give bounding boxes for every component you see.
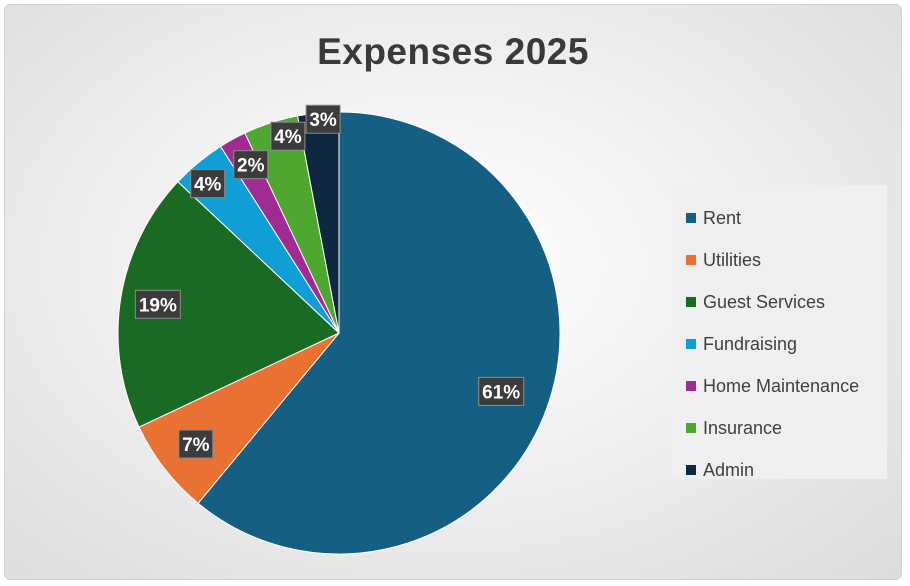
pie-slice-guest-services <box>117 181 340 428</box>
data-label-admin: 3% <box>305 104 341 134</box>
legend-swatch <box>686 423 696 433</box>
svg-text:61%: 61% <box>482 382 520 403</box>
legend-item-insurance: Insurance <box>672 407 887 449</box>
legend-label: Admin <box>703 459 755 480</box>
legend-label: Rent <box>703 207 742 228</box>
data-label-insurance: 4% <box>270 121 306 151</box>
legend-swatch <box>686 465 696 475</box>
legend-label: Utilities <box>703 249 762 270</box>
legend-swatch <box>686 339 696 349</box>
legend-swatch <box>686 297 696 307</box>
pie-chart: 61% 7% 19% 4% 2% 4% 3% <box>117 104 561 555</box>
legend-label: Insurance <box>703 417 783 438</box>
legend-item-rent: Rent <box>672 197 887 239</box>
legend-swatch <box>686 255 696 265</box>
legend-swatch <box>686 213 696 223</box>
legend: Rent Utilities Guest Services Fundraising Ho… <box>672 185 887 480</box>
chart-area: Expenses 2025 61% 7% 19% 4% 2% 4% 3% Rent Utili… <box>4 4 902 580</box>
legend-item-utilities: Utilities <box>672 239 887 281</box>
legend-item-guest-services: Guest Services <box>672 281 887 323</box>
svg-text:3%: 3% <box>309 110 337 131</box>
legend-item-admin: Admin <box>672 449 887 491</box>
svg-text:4%: 4% <box>274 127 302 148</box>
legend-swatch <box>686 381 696 391</box>
legend-item-home-maintenance: Home Maintenance <box>672 365 887 407</box>
data-label-home-maintenance: 2% <box>233 150 269 180</box>
data-label-fundraising: 4% <box>190 169 226 199</box>
svg-text:19%: 19% <box>139 295 177 316</box>
pie-slice-rent <box>197 111 561 555</box>
chart-title: Expenses 2025 <box>317 31 589 72</box>
legend-label: Fundraising <box>703 333 798 354</box>
svg-text:2%: 2% <box>237 156 265 177</box>
legend-label: Guest Services <box>703 291 826 312</box>
data-label-utilities: 7% <box>178 429 214 459</box>
data-label-rent: 61% <box>478 376 525 406</box>
svg-text:7%: 7% <box>182 435 210 456</box>
legend-label: Home Maintenance <box>703 375 860 396</box>
svg-text:4%: 4% <box>194 175 222 196</box>
data-label-guest-services: 19% <box>134 289 181 319</box>
legend-item-fundraising: Fundraising <box>672 323 887 365</box>
